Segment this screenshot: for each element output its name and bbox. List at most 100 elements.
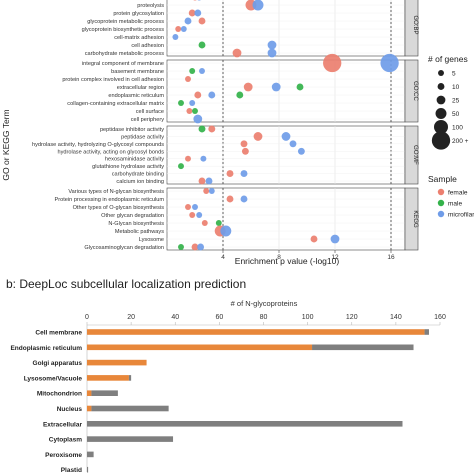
dot-male (178, 244, 184, 250)
size-legend-label: 10 (452, 84, 460, 91)
term-label: hexosaminidase activity (105, 157, 164, 163)
facet-strip-label: GO:MF (412, 145, 418, 165)
term-label: Other types of O-glycan biosynthesis (73, 205, 165, 211)
dot-microfilariae (205, 177, 213, 185)
dot-microfilariae (252, 0, 264, 11)
sample-legend-dot (437, 199, 445, 207)
term-label: carbohydrate binding (112, 172, 164, 178)
dot-female (241, 147, 249, 155)
sample-legend-label: female (448, 190, 468, 197)
dot-microfilariae (196, 212, 203, 218)
dot-female (323, 53, 342, 73)
bar-category-label: Golgi apparatus (33, 360, 83, 367)
dot-male (236, 91, 244, 99)
term-label: calcium ion binding (116, 179, 164, 185)
size-legend-dot (435, 108, 447, 119)
bar-segment (87, 436, 174, 442)
bar-x-tick-label: 0 (85, 314, 89, 321)
bar-segment (87, 344, 313, 351)
dot-microfilariae (199, 68, 205, 74)
dot-male (178, 163, 184, 170)
dot-female (185, 155, 191, 162)
bar-x-tick-label: 60 (215, 314, 223, 321)
dot-female (253, 132, 263, 141)
dot-microfilariae (380, 53, 399, 73)
size-legend-dot (431, 131, 451, 150)
x-tick-label: 12 (331, 254, 339, 261)
dot-female (188, 9, 196, 17)
term-label: peptidase activity (121, 134, 164, 140)
term-label: hydrolase activity, acting on glycosyl b… (57, 149, 164, 155)
dot-male (198, 41, 206, 49)
sample-legend-dot (437, 210, 445, 218)
size-legend-label: 25 (452, 98, 460, 105)
dot-male (215, 220, 222, 226)
bar-category-label: Plastid (61, 467, 82, 474)
facet-strip (404, 125, 419, 185)
dot-male (198, 125, 206, 133)
dot-microfilariae (193, 114, 203, 124)
term-label: Various types of N-glycan biosynthesis (68, 189, 164, 195)
dot-microfilariae (180, 26, 187, 32)
dot-female (226, 170, 234, 178)
dot-female (243, 82, 253, 92)
facet-strip-label: GO:BP (412, 15, 418, 34)
term-label: integral component of membrane (82, 61, 164, 67)
dot-microfilariae (330, 234, 340, 244)
term-label: peptidase inhibitor activity (100, 127, 164, 133)
bar-segment (312, 344, 414, 351)
dotplot-panel (166, 0, 406, 57)
term-label: cell periphery (131, 117, 164, 123)
bar-segment (128, 375, 132, 381)
dot-female (232, 48, 242, 58)
term-label: cell-matrix adhesion (114, 35, 164, 41)
bar-segment (91, 405, 169, 412)
facet-strip-label: KEGG (412, 210, 418, 228)
facet-strip (404, 0, 419, 57)
term-label: collagen-containing extracellular matrix (67, 101, 164, 107)
term-label: endoplasmic reticulum (108, 93, 164, 99)
dotplot-panel (166, 59, 406, 123)
size-legend-label: 200 + (452, 138, 469, 145)
x-tick-label: 16 (387, 254, 395, 261)
term-label: regulation of proteolysis (105, 0, 164, 1)
dot-microfilariae (289, 140, 297, 148)
bar-category-label: Endoplasmic reticulum (10, 345, 82, 352)
dot-microfilariae (172, 34, 179, 40)
dot-female (185, 76, 191, 82)
dot-female (201, 220, 208, 226)
term-label: Lysosome (139, 237, 164, 243)
bar-segment (87, 329, 425, 335)
deeploc-localization-bar-chart: # of N-glycoproteins 0 20 40 60 80 100 120 140 1… (10, 299, 445, 474)
facet-strip (404, 59, 419, 123)
dot-female (194, 91, 202, 99)
dotplot-panel (166, 187, 406, 251)
term-label: cell adhesion (131, 43, 164, 49)
dot-female (191, 243, 199, 251)
term-label: proteolysis (137, 3, 164, 9)
size-legend-label: 50 (452, 111, 460, 118)
dot-female (198, 177, 206, 185)
bar-x-tick-label: 80 (260, 314, 268, 321)
dot-female (198, 17, 206, 25)
term-label: protein complex involved in cell adhesio… (62, 77, 164, 83)
dot-microfilariae (194, 9, 202, 17)
bar-segment (91, 390, 118, 396)
bar-segment (424, 329, 429, 335)
term-label: glycoprotein biosynthetic process (82, 27, 165, 33)
dot-microfilariae (267, 48, 277, 58)
dot-female (175, 26, 182, 32)
bar-segment (87, 359, 147, 366)
term-label: cell surface (136, 109, 164, 115)
bar-segment (87, 390, 92, 396)
dot-female (186, 108, 193, 114)
dot-microfilariae (184, 17, 192, 25)
dot-female (189, 212, 196, 218)
dot-female (208, 125, 216, 133)
dot-female (240, 140, 248, 148)
bar-segment (87, 375, 129, 381)
dot-microfilariae (189, 100, 196, 106)
sample-legend-title: Sample (428, 174, 457, 184)
bar-segment (87, 451, 94, 458)
sample-legend-dot (437, 188, 445, 196)
